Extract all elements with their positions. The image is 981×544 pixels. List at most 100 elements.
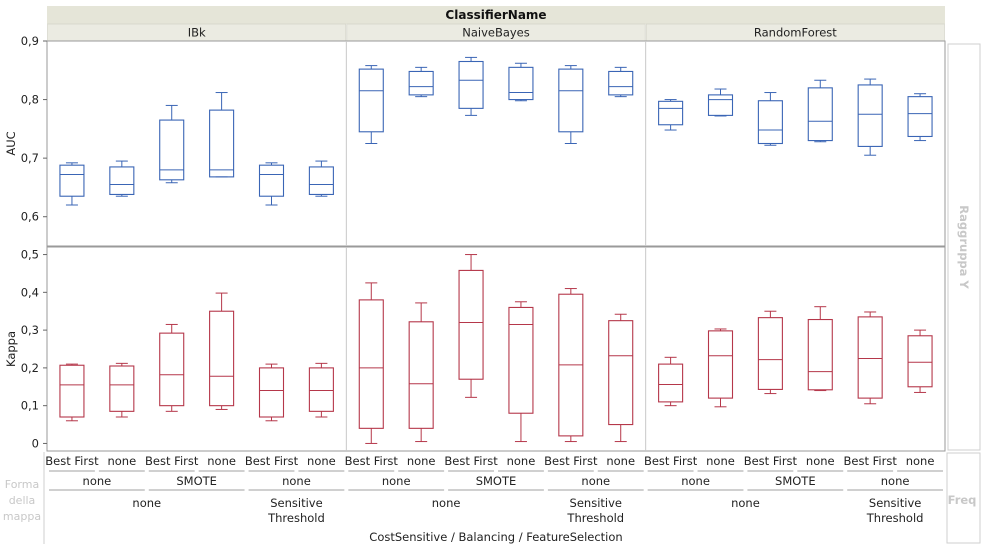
box-kappa-randomforest-2 [757, 310, 783, 395]
box-kappa-naivebayes-5 [608, 313, 634, 443]
box-kappa-randomforest-0 [658, 356, 684, 407]
balancing-label: none [382, 474, 411, 488]
feature-selection-label: Best First [544, 454, 598, 468]
feature-selection-label: none [806, 454, 835, 468]
box-kappa-ibk-5 [308, 362, 334, 418]
map-shape-label-line: della [9, 494, 36, 507]
cost-sensitive-label-line: Threshold [866, 511, 924, 525]
y-axis-label: AUC [4, 131, 18, 155]
y-tick-label: 0,1 [21, 399, 39, 413]
box-iqr [308, 367, 334, 412]
box-iqr [608, 70, 634, 96]
box-iqr [658, 100, 684, 126]
box-kappa-ibk-2 [159, 323, 185, 412]
box-iqr [558, 68, 584, 133]
feature-selection-label: none [107, 454, 136, 468]
box-kappa-randomforest-3 [807, 306, 833, 392]
map-shape-label-line: Forma [5, 478, 39, 491]
box-iqr [59, 364, 85, 418]
cost-sensitive-label-line: Threshold [566, 511, 624, 525]
feature-selection-label: none [507, 454, 536, 468]
feature-selection-label: Best First [345, 454, 399, 468]
box-auc-ibk-1 [109, 160, 135, 197]
y-tick-label: 0,5 [21, 248, 39, 262]
box-iqr [109, 365, 135, 412]
box-iqr [658, 363, 684, 403]
y-tick-label: 0,3 [21, 323, 39, 337]
box-kappa-ibk-1 [109, 362, 135, 418]
box-iqr [907, 96, 933, 138]
map-shape-label-line: mappa [3, 510, 41, 523]
panel-frame-auc [46, 40, 946, 247]
box-auc-naivebayes-4 [558, 65, 584, 144]
y-tick-label: 0,4 [21, 285, 39, 299]
y-tick-label: 0 [32, 436, 39, 450]
box-kappa-naivebayes-2 [458, 254, 484, 398]
box-auc-ibk-5 [308, 160, 334, 197]
balancing-label: none [581, 474, 610, 488]
box-kappa-naivebayes-1 [408, 302, 434, 443]
box-iqr [209, 310, 235, 407]
box-auc-randomforest-2 [757, 92, 783, 146]
box-kappa-randomforest-4 [857, 311, 883, 405]
group-y-label: Raggruppa Y [957, 205, 971, 289]
title-bar [47, 6, 945, 24]
cost-sensitive-label: none [432, 496, 461, 510]
y-tick-label: 0,2 [21, 361, 39, 375]
balancing-label: none [83, 474, 112, 488]
box-iqr [458, 60, 484, 109]
box-auc-randomforest-1 [707, 88, 734, 117]
feature-selection-label: Best First [844, 454, 898, 468]
group-y-zone [947, 43, 981, 451]
y-tick-label: 0,9 [21, 34, 39, 48]
box-iqr [408, 321, 434, 429]
feature-selection-label: none [407, 454, 436, 468]
box-auc-ibk-2 [159, 104, 185, 184]
box-kappa-naivebayes-4 [558, 288, 584, 443]
feature-selection-label: none [706, 454, 735, 468]
cost-sensitive-label-line: Sensitive [570, 496, 622, 510]
y-axis-label: Kappa [4, 331, 18, 367]
box-iqr [59, 164, 85, 197]
feature-selection-label: none [906, 454, 935, 468]
box-iqr [159, 332, 185, 407]
y-tick-label: 0,8 [21, 93, 39, 107]
box-iqr [857, 316, 883, 399]
box-kappa-ibk-4 [258, 363, 285, 422]
feature-selection-label: Best First [245, 454, 299, 468]
box-auc-randomforest-0 [658, 99, 684, 131]
box-auc-ibk-3 [209, 92, 235, 178]
box-iqr [408, 70, 434, 96]
box-iqr [109, 166, 135, 196]
box-auc-naivebayes-5 [608, 66, 634, 98]
box-kappa-naivebayes-0 [358, 282, 384, 444]
feature-selection-label: Best First [744, 454, 798, 468]
box-iqr [757, 100, 783, 145]
x-axis-title: CostSensitive / Balancing / FeatureSelec… [369, 530, 622, 544]
feature-selection-label: Best First [145, 454, 199, 468]
cost-sensitive-label: none [731, 496, 760, 510]
chart-title: ClassifierName [445, 8, 546, 22]
panel-frame-kappa [46, 246, 946, 452]
box-iqr [907, 335, 933, 388]
box-iqr [358, 68, 384, 133]
cost-sensitive-label-line: Sensitive [270, 496, 322, 510]
balancing-label: SMOTE [176, 474, 217, 488]
box-iqr [209, 109, 235, 178]
feature-selection-label: Best First [444, 454, 498, 468]
box-iqr [308, 166, 334, 196]
box-iqr [258, 164, 285, 197]
classifier-label: RandomForest [754, 26, 837, 40]
box-auc-ibk-0 [59, 162, 85, 206]
box-kappa-naivebayes-3 [508, 301, 534, 443]
box-auc-naivebayes-2 [458, 56, 484, 116]
box-iqr [757, 317, 783, 390]
box-iqr [458, 269, 484, 380]
balancing-label: SMOTE [476, 474, 517, 488]
box-auc-randomforest-3 [807, 79, 833, 143]
box-iqr [159, 119, 185, 181]
box-iqr [358, 299, 384, 429]
cost-sensitive-label-line: Sensitive [869, 496, 921, 510]
box-auc-naivebayes-3 [508, 62, 534, 102]
classifier-label: IBk [188, 26, 206, 40]
